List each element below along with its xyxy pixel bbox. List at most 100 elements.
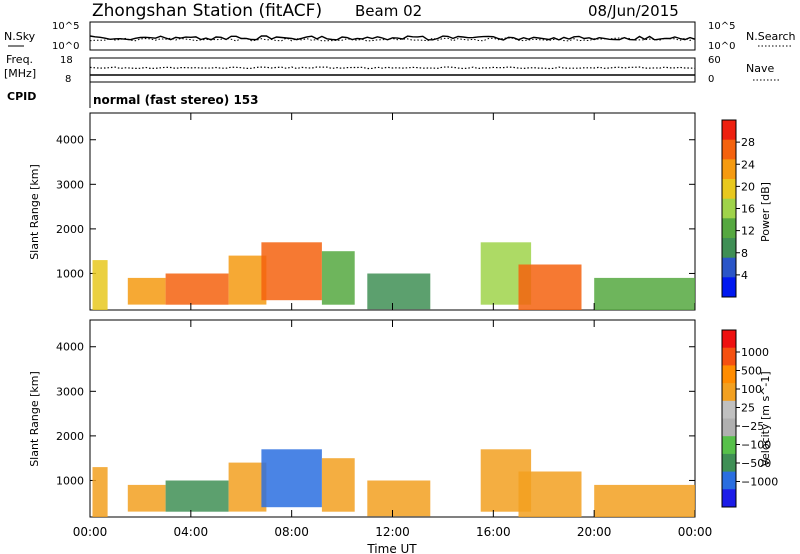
- colorbar-tick-label: 28: [741, 136, 755, 149]
- data-region-3: [228, 462, 267, 512]
- colorbar-segment: [722, 120, 736, 141]
- power-panel: 1000 2000 3000 4000 Slant Range [km]: [28, 112, 696, 311]
- nsky-tick-bottom: 10^0: [52, 41, 79, 52]
- freq-tick-top: 18: [60, 55, 73, 66]
- data-region-0: [92, 260, 108, 310]
- colorbar-segment: [722, 365, 736, 384]
- y-tick-label: 2000: [56, 223, 84, 236]
- data-region-6: [367, 273, 431, 310]
- colorbar-segment: [722, 489, 736, 508]
- nsearch-trace: [89, 37, 696, 42]
- velocity-y-ticks: 1000 2000 3000 4000: [56, 341, 695, 487]
- x-tick-label: 12:00: [375, 525, 410, 539]
- nsearch-tick-bottom: 10^0: [708, 41, 735, 52]
- velocity-colorbar-label: Velocity [m s^-1]: [759, 371, 772, 466]
- freq-panel: Freq. [MHz] 18 8 60 0 Nave CPID normal (…: [4, 53, 779, 108]
- time-axis: 00:00 04:00 08:00 12:00 16:00 20:00 00:00: [73, 113, 713, 539]
- beam-label: Beam 02: [355, 2, 422, 20]
- cpid-label: CPID: [7, 90, 36, 103]
- data-region-9: [594, 277, 695, 310]
- data-region-8: [518, 264, 582, 310]
- velocity-ylabel: Slant Range [km]: [28, 371, 41, 467]
- nsky-trace: [89, 35, 696, 41]
- nsky-frame: [89, 21, 696, 51]
- colorbar-tick-label: −100: [741, 439, 771, 452]
- colorbar-segment: [722, 238, 736, 259]
- y-tick-label: 3000: [56, 385, 84, 398]
- nsearch-tick-top: 10^5: [708, 21, 735, 32]
- date-label: 08/Jun/2015: [588, 2, 679, 20]
- colorbar-segment: [722, 198, 736, 219]
- colorbar-segment: [722, 436, 736, 455]
- colorbar-tick-label: 8: [741, 247, 748, 260]
- data-region-4: [261, 242, 322, 301]
- colorbar-segment: [722, 330, 736, 349]
- y-tick-label: 4000: [56, 134, 84, 147]
- velocity-colorbar: 1000 500 100 25 −25 −100 −500 −1000: [721, 329, 778, 508]
- data-region-2: [165, 273, 229, 305]
- velocity-panel: 1000 2000 3000 4000 Slant Range [km]: [28, 319, 696, 518]
- colorbar-segment: [722, 277, 736, 298]
- station-title: Zhongshan Station (fitACF): [92, 1, 322, 21]
- colorbar-segment: [722, 400, 736, 419]
- colorbar-tick-label: −500: [741, 457, 771, 470]
- y-tick-label: 2000: [56, 430, 84, 443]
- colorbar-segment: [722, 383, 736, 402]
- nave-tick-bottom: 0: [708, 74, 714, 85]
- x-tick-label: 08:00: [274, 525, 309, 539]
- colorbar-segment: [722, 471, 736, 490]
- power-y-ticks: 1000 2000 3000 4000: [56, 134, 695, 280]
- y-tick-label: 4000: [56, 341, 84, 354]
- nave-trace: [89, 66, 696, 70]
- x-tick-label: 00:00: [73, 525, 108, 539]
- colorbar-segment: [722, 139, 736, 160]
- nsky-label: N.Sky: [4, 30, 36, 43]
- power-colorbar-label: Power [dB]: [759, 182, 772, 242]
- x-tick-label: 00:00: [678, 525, 713, 539]
- colorbar-segment: [722, 418, 736, 437]
- data-region-5: [321, 458, 355, 512]
- power-colorbar: 4 8 12 16 20 24 28: [721, 119, 755, 298]
- colorbar-tick-label: −1000: [741, 476, 778, 489]
- colorbar-segment: [722, 179, 736, 200]
- colorbar-segment: [722, 453, 736, 473]
- colorbar-tick-label: 500: [741, 365, 762, 378]
- data-region-0: [92, 467, 108, 517]
- nave-tick-top: 60: [708, 55, 721, 66]
- colorbar-frame: [721, 329, 737, 508]
- y-tick-label: 1000: [56, 267, 84, 280]
- y-tick-label: 3000: [56, 178, 84, 191]
- velocity-marks: [92, 449, 695, 517]
- freq-label: Freq.: [6, 53, 33, 66]
- data-region-9: [594, 484, 695, 517]
- colorbar-tick-label: −25: [741, 420, 764, 433]
- y-tick-label: 1000: [56, 474, 84, 487]
- colorbar-tick-label: 1000: [741, 346, 769, 359]
- colorbar-tick-label: 24: [741, 158, 755, 171]
- nsky-tick-top: 10^5: [52, 21, 79, 32]
- x-tick-label: 20:00: [577, 525, 612, 539]
- data-region-6: [367, 480, 431, 517]
- colorbar-tick-label: 25: [741, 402, 755, 415]
- data-region-1: [127, 484, 166, 512]
- nave-label: Nave: [746, 62, 774, 75]
- freq-frame: [89, 57, 696, 83]
- colorbar-segment: [722, 347, 736, 366]
- colorbar-tick-label: 16: [741, 203, 755, 216]
- data-region-2: [165, 480, 229, 512]
- x-tick-label: 04:00: [174, 525, 209, 539]
- colorbar-tick-label: 12: [741, 225, 755, 238]
- data-region-4: [261, 449, 322, 508]
- power-ylabel: Slant Range [km]: [28, 164, 41, 260]
- data-region-5: [321, 251, 355, 305]
- data-region-1: [127, 277, 166, 305]
- colorbar-tick-label: 100: [741, 383, 762, 396]
- freq-unit: [MHz]: [4, 67, 36, 80]
- data-region-3: [228, 255, 267, 305]
- colorbar-segment: [722, 159, 736, 180]
- colorbar-segment: [722, 257, 736, 278]
- power-marks: [92, 242, 695, 310]
- nsearch-label: N.Search: [746, 30, 796, 43]
- data-region-8: [518, 471, 582, 517]
